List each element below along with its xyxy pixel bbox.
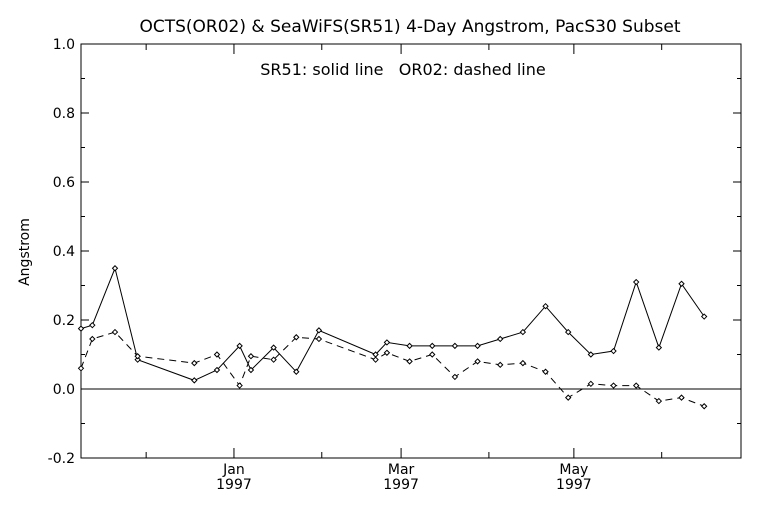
data-point-sr51 xyxy=(429,342,436,350)
data-point-sr51 xyxy=(655,344,663,351)
data-point-or02 xyxy=(134,353,141,360)
data-point-sr51 xyxy=(610,347,617,355)
data-point-or02 xyxy=(451,373,459,381)
y-tick-label: 0.4 xyxy=(53,244,75,260)
data-point-or02 xyxy=(293,334,300,341)
data-point-sr51 xyxy=(406,342,413,350)
data-point-sr51 xyxy=(565,328,572,336)
data-point-sr51 xyxy=(542,302,549,310)
data-point-sr51 xyxy=(678,280,685,287)
x-tick-label-year: 1997 xyxy=(556,477,592,493)
series-line-sr51 xyxy=(80,266,705,381)
data-point-sr51 xyxy=(77,325,85,332)
series-layer xyxy=(77,265,708,410)
data-point-sr51 xyxy=(89,321,96,329)
data-point-or02 xyxy=(655,397,663,405)
y-tick-label: 0.6 xyxy=(53,175,75,191)
x-tick-label-year: 1997 xyxy=(383,477,419,493)
y-tick-label: -0.2 xyxy=(48,451,75,467)
data-point-or02 xyxy=(406,358,413,365)
data-point-sr51 xyxy=(191,377,198,384)
data-point-sr51 xyxy=(700,313,708,320)
data-point-or02 xyxy=(315,335,323,343)
data-point-sr51 xyxy=(236,342,243,350)
data-point-sr51 xyxy=(587,351,595,358)
data-point-sr51 xyxy=(111,265,119,272)
data-point-sr51 xyxy=(293,368,300,375)
data-point-or02 xyxy=(700,403,708,410)
y-tick-label: 0.8 xyxy=(53,106,75,122)
data-point-sr51 xyxy=(497,335,504,343)
data-point-sr51 xyxy=(632,278,640,286)
data-point-or02 xyxy=(587,380,595,388)
x-tick-label-year: 1997 xyxy=(216,477,252,493)
y-axis-label: Angstrom xyxy=(17,218,33,286)
x-tick-label-month: Jan xyxy=(222,462,245,478)
data-point-sr51 xyxy=(383,339,391,346)
data-point-sr51 xyxy=(315,327,323,334)
data-point-or02 xyxy=(497,361,504,369)
data-point-or02 xyxy=(89,335,96,343)
data-point-or02 xyxy=(191,359,198,367)
data-point-sr51 xyxy=(270,344,277,351)
axes-layer: -0.20.00.20.40.60.81.0Jan1997Mar1997May1… xyxy=(48,37,741,493)
data-point-or02 xyxy=(270,356,277,363)
x-tick-label-month: May xyxy=(559,462,588,478)
data-point-or02 xyxy=(77,365,85,372)
x-tick-label-month: Mar xyxy=(388,462,415,478)
data-point-or02 xyxy=(383,349,391,356)
y-tick-label: 0.2 xyxy=(53,313,75,329)
data-point-or02 xyxy=(565,394,572,401)
series-legend-annotation: SR51: solid line OR02: dashed line xyxy=(260,60,545,79)
data-point-or02 xyxy=(542,368,549,375)
data-point-sr51 xyxy=(451,342,459,350)
chart-title: OCTS(OR02) & SeaWiFS(SR51) 4-Day Angstro… xyxy=(139,17,680,37)
data-point-or02 xyxy=(678,394,685,401)
data-point-or02 xyxy=(610,382,617,389)
plot-frame xyxy=(80,43,742,459)
data-point-or02 xyxy=(632,382,640,389)
data-point-or02 xyxy=(429,351,436,358)
data-point-sr51 xyxy=(474,342,481,350)
data-point-or02 xyxy=(247,353,255,360)
data-point-sr51 xyxy=(213,366,221,374)
data-point-or02 xyxy=(111,328,119,336)
data-point-or02 xyxy=(474,358,481,365)
data-point-sr51 xyxy=(134,356,141,363)
data-point-sr51 xyxy=(519,328,527,336)
y-tick-label: 1.0 xyxy=(53,37,75,53)
data-point-or02 xyxy=(372,356,379,363)
data-point-or02 xyxy=(236,382,243,389)
y-tick-label: 0.0 xyxy=(53,382,75,398)
data-point-or02 xyxy=(213,351,221,358)
data-point-sr51 xyxy=(247,366,255,374)
data-point-or02 xyxy=(519,359,527,367)
